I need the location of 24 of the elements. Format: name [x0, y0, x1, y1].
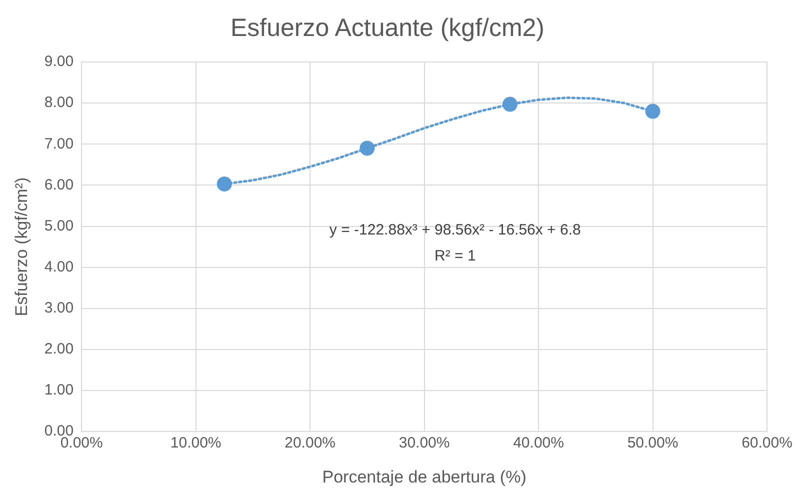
- point: [360, 140, 375, 156]
- y-tick-label: 2.00: [44, 340, 74, 358]
- point: [216, 176, 232, 192]
- x-tick-label: 40.00%: [513, 434, 564, 452]
- x-tick-label: 20.00%: [284, 434, 336, 452]
- x-tick-label: 30.00%: [398, 434, 450, 452]
- y-tick-label: 9.00: [44, 53, 74, 70]
- y-tick-label: 1.00: [44, 382, 74, 399]
- annotation: y = -122.88x³ + 98.56x² - 16.56x + 6.8: [329, 221, 581, 238]
- point: [645, 104, 660, 119]
- y-tick-label: 6.00: [44, 176, 74, 194]
- y-tick-label: 5.00: [44, 217, 74, 234]
- y-tick-label: 8.00: [44, 94, 74, 112]
- annotation: R² = 1: [434, 247, 476, 264]
- y-axis-title: Esfuerzo (kgf/cm²): [12, 177, 31, 316]
- point: [502, 96, 518, 112]
- y-tick-label: 3.00: [44, 300, 74, 317]
- y-tick-label: 4.00: [44, 258, 74, 276]
- x-axis-title: Porcentaje de abertura (%): [322, 467, 526, 486]
- chart-title: Esfuerzo Actuante (kgf/cm2): [230, 14, 545, 42]
- x-tick-label: 50.00%: [627, 434, 678, 452]
- y-tick-label: 7.00: [44, 135, 74, 152]
- x-tick-label: 10.00%: [170, 434, 222, 452]
- x-tick-label: 60.00%: [742, 434, 792, 452]
